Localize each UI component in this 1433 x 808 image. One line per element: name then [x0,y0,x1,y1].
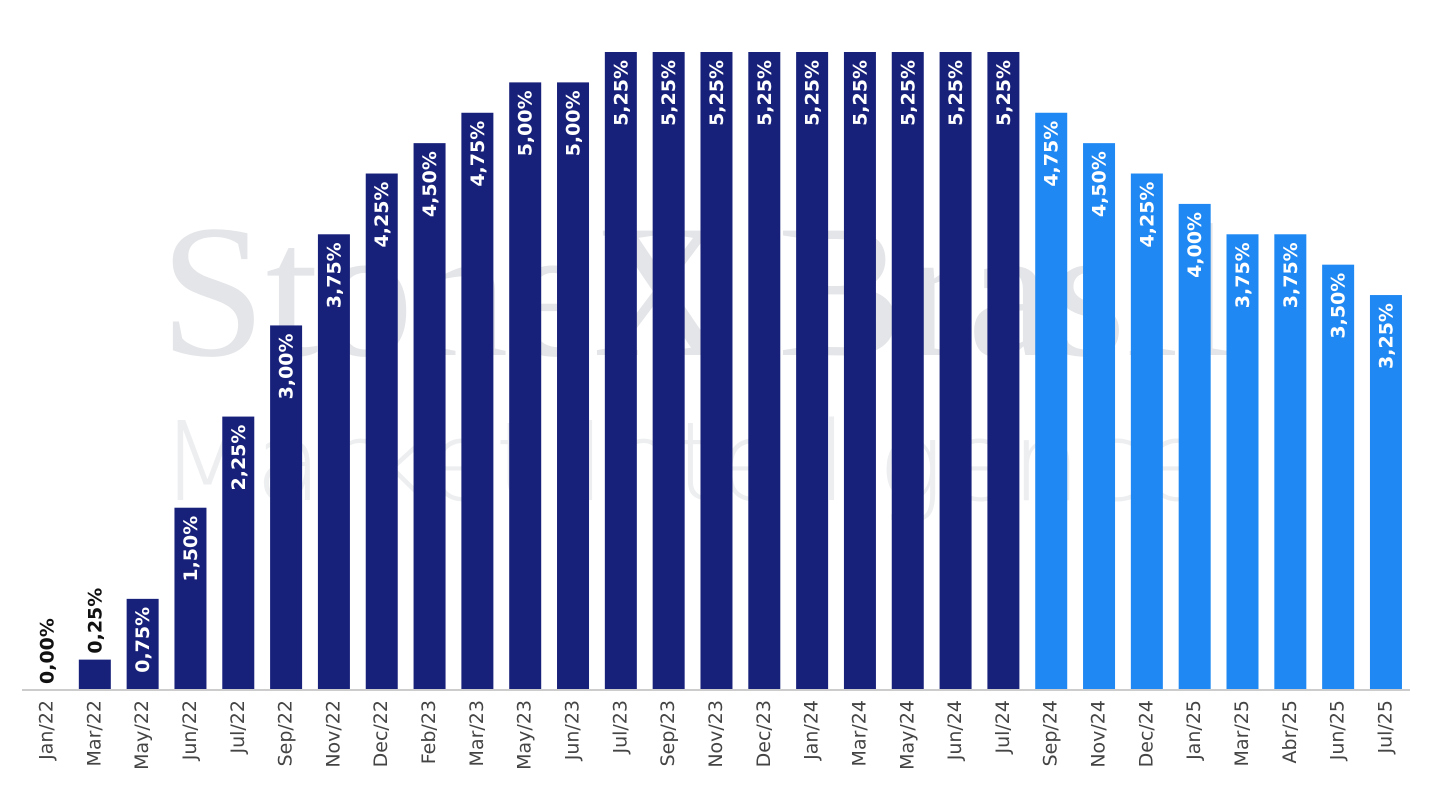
x-tick-label: Abr/25 [1279,700,1301,763]
value-label: 4,50% [1089,151,1111,217]
x-tick-label: Jul/23 [609,700,631,755]
x-tick-label: Mar/23 [466,700,488,766]
x-tick-label: Jul/24 [992,700,1014,755]
value-label: 5,00% [563,90,585,156]
value-label: 5,25% [754,60,776,126]
x-tick-label: May/24 [896,700,918,770]
bar [174,507,207,690]
value-label: 5,25% [610,60,632,126]
value-label: 3,50% [1328,273,1350,339]
x-tick-label: Dec/23 [753,700,775,767]
bar [413,143,446,691]
x-tick-label: Jun/22 [179,700,201,761]
bar [126,598,159,690]
value-label: 5,25% [706,60,728,126]
value-label: 3,75% [1280,242,1302,308]
value-label: 3,75% [323,242,345,308]
x-tick-label: Dec/22 [370,700,392,767]
x-tick-label: May/22 [131,700,153,770]
value-label: 5,25% [849,60,871,126]
value-label: 4,75% [467,121,489,187]
x-tick-label: Jun/24 [944,700,966,761]
value-label: 3,75% [1232,242,1254,308]
bar [365,173,398,690]
x-tick-label: Dec/24 [1135,700,1157,767]
value-label: 2,25% [228,425,250,491]
x-tick-label: Jan/25 [1183,700,1205,761]
x-tick-label: Feb/23 [418,700,440,764]
value-label: 4,50% [419,151,441,217]
x-tick-label: Nov/22 [322,700,344,768]
value-label: 1,50% [180,516,202,582]
value-label: 0,00% [37,618,59,684]
value-label: 0,25% [84,588,106,654]
value-label: 4,25% [371,182,393,248]
x-tick-label: Sep/22 [275,700,297,766]
x-tick-label: Jun/23 [562,700,584,761]
x-tick-label: Jul/25 [1374,700,1396,755]
bar [891,52,924,690]
bar [1178,203,1211,690]
x-tick-label: Mar/24 [848,700,870,766]
bar [1035,112,1068,690]
value-label: 5,25% [658,60,680,126]
bar [843,52,876,690]
bar [939,52,972,690]
x-tick-label: Mar/22 [83,700,105,766]
x-tick-label: Sep/24 [1040,700,1062,766]
bar [1083,143,1116,691]
value-label: 5,00% [515,90,537,156]
bar [1322,264,1355,690]
value-label: 5,25% [802,60,824,126]
bar [557,82,590,690]
value-label: 5,25% [945,60,967,126]
bar [270,325,303,690]
x-tick-label: Jan/22 [36,700,58,761]
bar [317,234,350,691]
bar [652,52,685,690]
x-tick-label: Sep/23 [657,700,679,766]
bar [987,52,1020,690]
bar [604,52,637,690]
bar [1274,234,1307,691]
bar [1369,295,1402,690]
bar [1130,173,1163,690]
value-label: 4,75% [1041,121,1063,187]
bar [748,52,781,690]
x-tick-label: May/23 [514,700,536,770]
bar [700,52,733,690]
x-tick-label: Jan/24 [801,700,823,761]
value-label: 5,25% [897,60,919,126]
bar [509,82,542,690]
x-tick-label: Jul/22 [227,700,249,755]
value-label: 4,25% [1136,182,1158,248]
bar [222,416,255,690]
x-tick-label: Jun/25 [1327,700,1349,761]
value-label: 3,25% [1375,303,1397,369]
bar [796,52,829,690]
value-label: 4,00% [1184,212,1206,278]
bar [78,659,111,690]
x-tick-label: Nov/23 [705,700,727,768]
value-label: 3,00% [276,333,298,399]
bar [461,112,494,690]
value-label: 0,75% [132,607,154,673]
bar [1226,234,1259,691]
x-tick-label: Nov/24 [1088,700,1110,768]
x-tick-label: Mar/25 [1231,700,1253,766]
value-label: 5,25% [993,60,1015,126]
